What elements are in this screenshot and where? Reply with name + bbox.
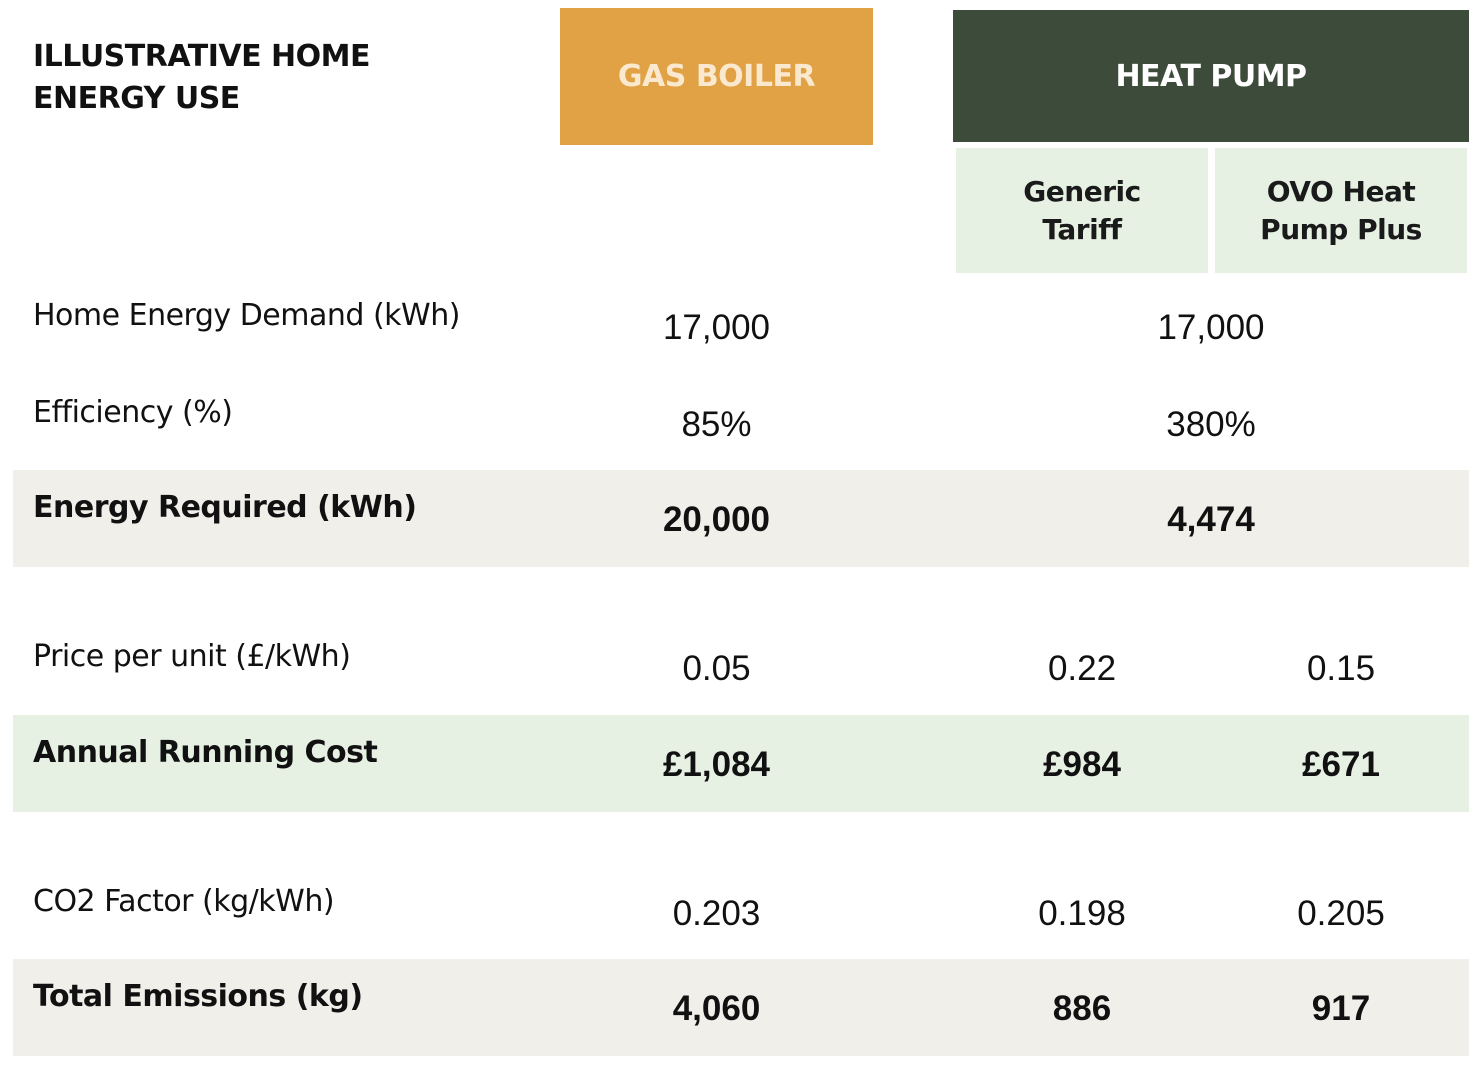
ovo-heat-pump-plus-subheader: OVO Heat Pump Plus	[1215, 148, 1467, 273]
demand-gas-value: 17,000	[662, 308, 771, 347]
emissions-ovo-value: 917	[1311, 989, 1371, 1028]
price-ovo-value: 0.15	[1306, 649, 1376, 688]
energy-required-label: Energy Required (kWh)	[33, 490, 417, 525]
efficiency-gas-value: 85%	[681, 405, 752, 444]
efficiency-row: Efficiency (%) 85% 380%	[13, 373, 1469, 470]
running-cost-row: Annual Running Cost £1,084 £984 £671	[13, 715, 1469, 812]
gas-boiler-header: GAS BOILER	[560, 8, 873, 145]
co2-factor-row: CO2 Factor (kg/kWh) 0.203 0.198 0.205	[13, 862, 1469, 959]
energy-required-gas-value: 20,000	[662, 500, 771, 539]
running-cost-label: Annual Running Cost	[33, 735, 378, 770]
price-gas-value: 0.05	[682, 649, 751, 688]
co2-factor-label: CO2 Factor (kg/kWh)	[33, 884, 335, 919]
efficiency-label: Efficiency (%)	[33, 395, 233, 430]
co2-factor-gas-value: 0.203	[672, 894, 761, 933]
price-generic-value: 0.22	[1047, 649, 1117, 688]
demand-label: Home Energy Demand (kWh)	[33, 298, 460, 333]
generic-tariff-subheader: Generic Tariff	[956, 148, 1208, 273]
price-row: Price per unit (£/kWh) 0.05 0.22 0.15	[13, 617, 1469, 714]
co2-factor-generic-value: 0.198	[1038, 894, 1126, 933]
heat-pump-header: HEAT PUMP	[953, 10, 1469, 142]
running-cost-ovo-value: £671	[1302, 745, 1380, 784]
emissions-gas-value: 4,060	[672, 989, 761, 1028]
demand-row: Home Energy Demand (kWh) 17,000 17,000	[13, 276, 1469, 373]
running-cost-generic-value: £984	[1043, 745, 1121, 784]
efficiency-heat-pump-value: 380%	[1166, 405, 1256, 444]
emissions-generic-value: 886	[1052, 989, 1112, 1028]
price-label: Price per unit (£/kWh)	[33, 639, 351, 674]
running-cost-gas-value: £1,084	[662, 745, 771, 784]
table-title: ILLUSTRATIVE HOME ENERGY USE	[33, 39, 370, 116]
emissions-label: Total Emissions (kg)	[33, 979, 363, 1014]
demand-heat-pump-value: 17,000	[1157, 308, 1265, 347]
emissions-row: Total Emissions (kg) 4,060 886 917	[13, 959, 1469, 1056]
energy-required-heat-pump-value: 4,474	[1167, 500, 1255, 539]
co2-factor-ovo-value: 0.205	[1297, 894, 1385, 933]
energy-required-row: Energy Required (kWh) 20,000 4,474	[13, 470, 1469, 567]
